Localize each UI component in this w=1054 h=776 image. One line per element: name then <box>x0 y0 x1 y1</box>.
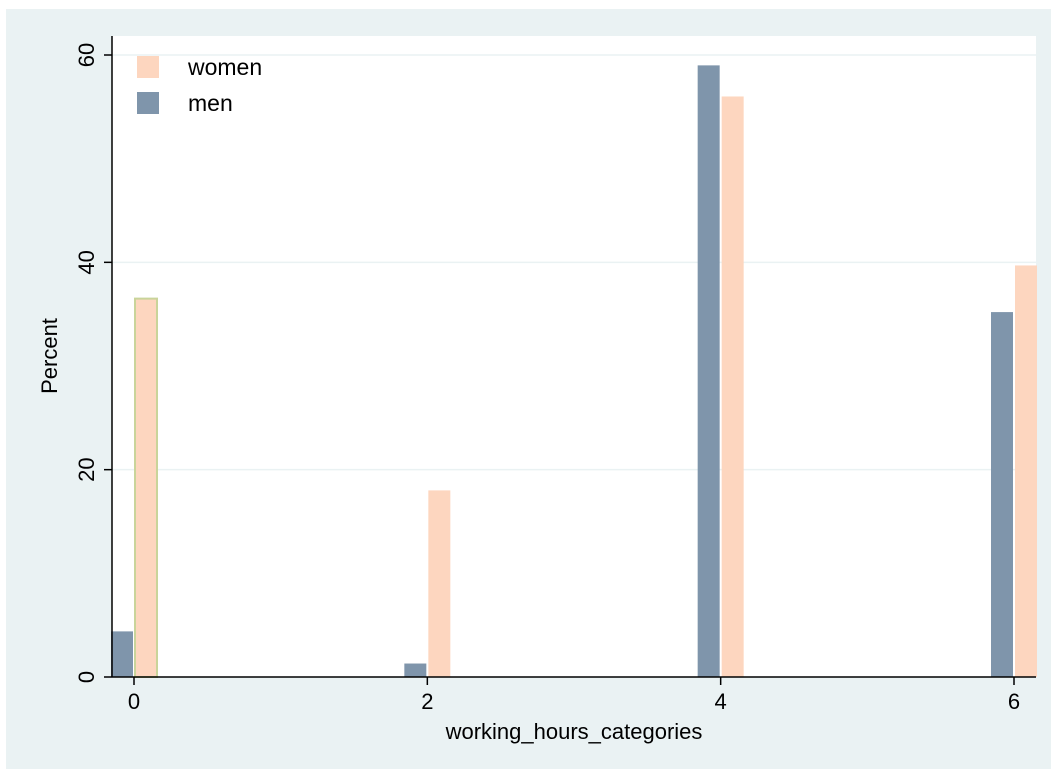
gridlines <box>112 54 1036 471</box>
legend: women men <box>137 54 262 116</box>
x-tick-label: 4 <box>715 689 727 714</box>
x-axis-title: working_hours_categories <box>445 719 703 744</box>
legend-swatch-men <box>137 92 159 114</box>
y-tick-label: 40 <box>74 250 99 274</box>
bar-men-2 <box>404 663 427 677</box>
x-tick-label: 0 <box>128 689 140 714</box>
bar-men-0 <box>111 631 133 677</box>
bar-women-4 <box>721 96 744 677</box>
bar-men-6 <box>991 312 1013 677</box>
legend-label-men: men <box>188 90 233 116</box>
bars <box>111 65 1037 678</box>
legend-swatch-women <box>137 56 159 78</box>
legend-label-women: women <box>187 54 262 80</box>
y-tick-label: 60 <box>74 43 99 67</box>
y-tick-label: 0 <box>74 671 99 683</box>
axes: 0 20 40 60 0 2 4 6 <box>74 36 1036 714</box>
bar-women-6 <box>1015 265 1037 677</box>
bar-women-0 <box>134 297 158 678</box>
bar-women-2 <box>428 490 451 677</box>
y-axis-title: Percent <box>37 318 62 394</box>
bar-men-4 <box>697 65 720 677</box>
x-tick-label: 6 <box>1008 689 1020 714</box>
plot-area <box>112 36 1036 677</box>
x-tick-label: 2 <box>421 689 433 714</box>
y-tick-label: 20 <box>74 457 99 481</box>
